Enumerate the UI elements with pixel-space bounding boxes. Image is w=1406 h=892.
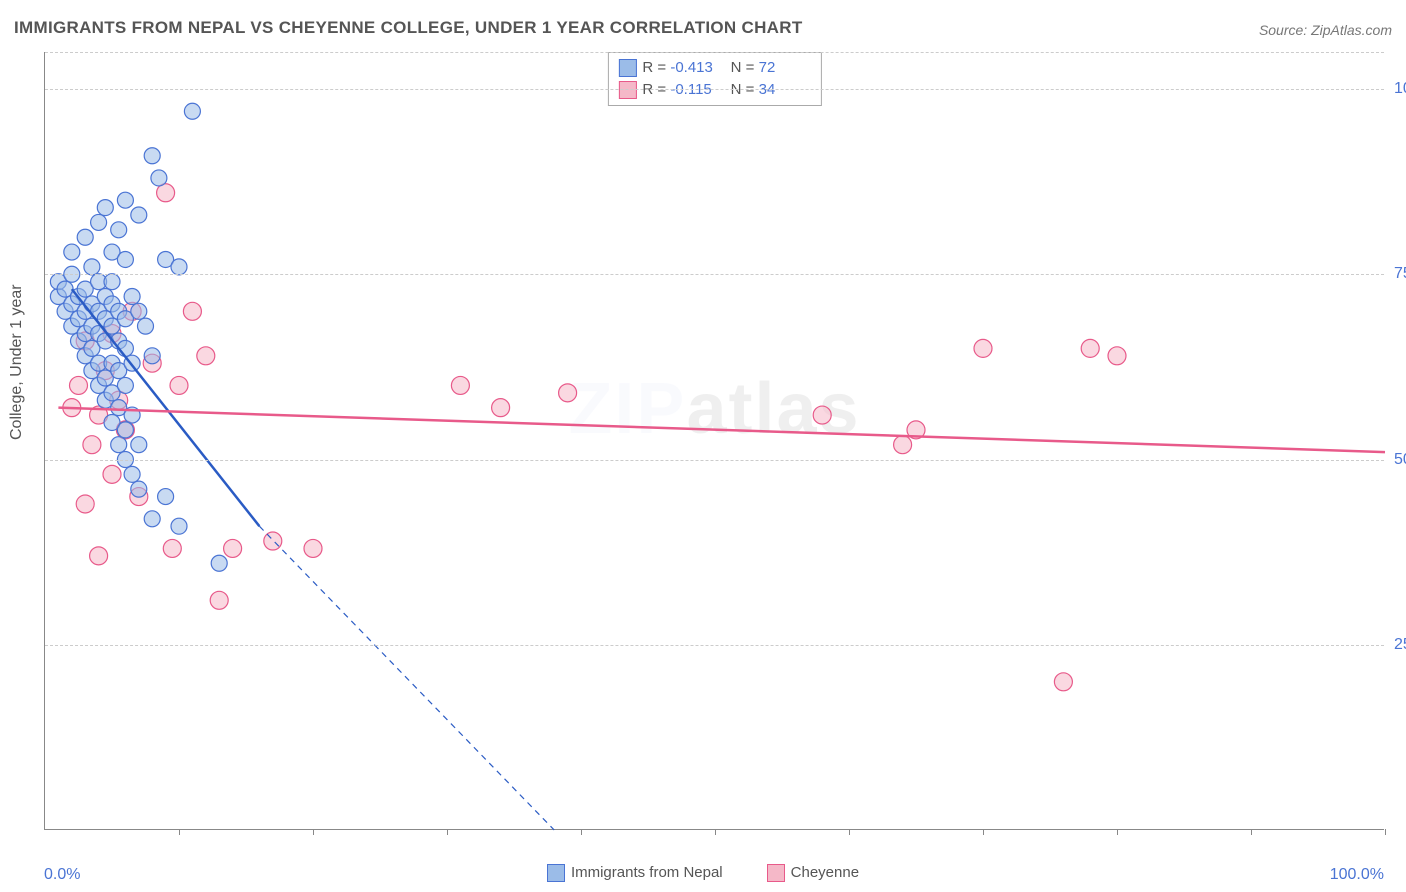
scatter-point (131, 207, 147, 223)
scatter-point (171, 259, 187, 275)
scatter-point (211, 555, 227, 571)
scatter-point (104, 274, 120, 290)
chart-svg (45, 52, 1384, 829)
scatter-point (559, 384, 577, 402)
gridline (45, 274, 1384, 275)
scatter-point (117, 251, 133, 267)
y-axis-title: College, Under 1 year (8, 284, 26, 440)
source-label: Source: ZipAtlas.com (1259, 22, 1392, 38)
chart-container: IMMIGRANTS FROM NEPAL VS CHEYENNE COLLEG… (0, 0, 1406, 892)
scatter-point (224, 539, 242, 557)
legend-n-value: 72 (759, 57, 811, 79)
scatter-point (151, 170, 167, 186)
legend-label: Immigrants from Nepal (571, 864, 723, 881)
legend-swatch (767, 864, 785, 882)
scatter-point (144, 511, 160, 527)
y-tick-label: 75.0% (1386, 265, 1406, 283)
scatter-point (103, 465, 121, 483)
scatter-point (158, 489, 174, 505)
gridline (45, 460, 1384, 461)
scatter-point (183, 302, 201, 320)
x-tick (715, 829, 716, 835)
legend-top: R = -0.413 N = 72R = -0.115 N = 34 (607, 52, 821, 106)
gridline (45, 52, 1384, 53)
scatter-point (1108, 347, 1126, 365)
scatter-point (144, 348, 160, 364)
scatter-point (117, 192, 133, 208)
scatter-point (974, 339, 992, 357)
trend-ext-s1 (259, 526, 554, 830)
scatter-point (451, 376, 469, 394)
scatter-point (138, 318, 154, 334)
y-tick-label: 50.0% (1386, 451, 1406, 469)
legend-r-value: -0.413 (670, 57, 722, 79)
x-tick (849, 829, 850, 835)
chart-title: IMMIGRANTS FROM NEPAL VS CHEYENNE COLLEG… (14, 18, 803, 38)
scatter-point (264, 532, 282, 550)
scatter-point (70, 376, 88, 394)
plot-area: ZIPatlas R = -0.413 N = 72R = -0.115 N =… (44, 52, 1384, 830)
scatter-point (131, 437, 147, 453)
scatter-point (184, 103, 200, 119)
scatter-point (1054, 673, 1072, 691)
scatter-point (492, 399, 510, 417)
legend-swatch (547, 864, 565, 882)
scatter-point (197, 347, 215, 365)
scatter-point (90, 547, 108, 565)
scatter-point (170, 376, 188, 394)
scatter-point (1081, 339, 1099, 357)
scatter-point (131, 481, 147, 497)
scatter-point (111, 222, 127, 238)
legend-row: R = -0.413 N = 72 (618, 57, 810, 79)
scatter-point (163, 539, 181, 557)
x-tick (1117, 829, 1118, 835)
x-tick (313, 829, 314, 835)
scatter-point (83, 436, 101, 454)
scatter-point (64, 244, 80, 260)
y-tick-label: 100.0% (1386, 80, 1406, 98)
scatter-point (124, 289, 140, 305)
legend-label: Cheyenne (791, 864, 859, 881)
scatter-point (813, 406, 831, 424)
x-tick (581, 829, 582, 835)
scatter-point (304, 539, 322, 557)
x-tick (1385, 829, 1386, 835)
scatter-point (77, 229, 93, 245)
gridline (45, 645, 1384, 646)
scatter-point (894, 436, 912, 454)
scatter-point (111, 437, 127, 453)
y-tick-label: 25.0% (1386, 636, 1406, 654)
scatter-point (171, 518, 187, 534)
scatter-point (84, 259, 100, 275)
legend-swatch (618, 59, 636, 77)
x-tick (983, 829, 984, 835)
gridline (45, 89, 1384, 90)
scatter-point (210, 591, 228, 609)
x-tick (1251, 829, 1252, 835)
scatter-point (91, 214, 107, 230)
legend-bottom: Immigrants from Nepal Cheyenne (0, 864, 1406, 882)
trend-line-s2 (58, 408, 1385, 452)
scatter-point (124, 466, 140, 482)
scatter-point (117, 377, 133, 393)
x-tick (179, 829, 180, 835)
scatter-point (97, 200, 113, 216)
scatter-point (117, 422, 133, 438)
scatter-point (76, 495, 94, 513)
scatter-point (131, 303, 147, 319)
legend-item: Immigrants from Nepal (547, 864, 723, 881)
x-tick (447, 829, 448, 835)
legend-item: Cheyenne (767, 864, 859, 881)
scatter-point (144, 148, 160, 164)
